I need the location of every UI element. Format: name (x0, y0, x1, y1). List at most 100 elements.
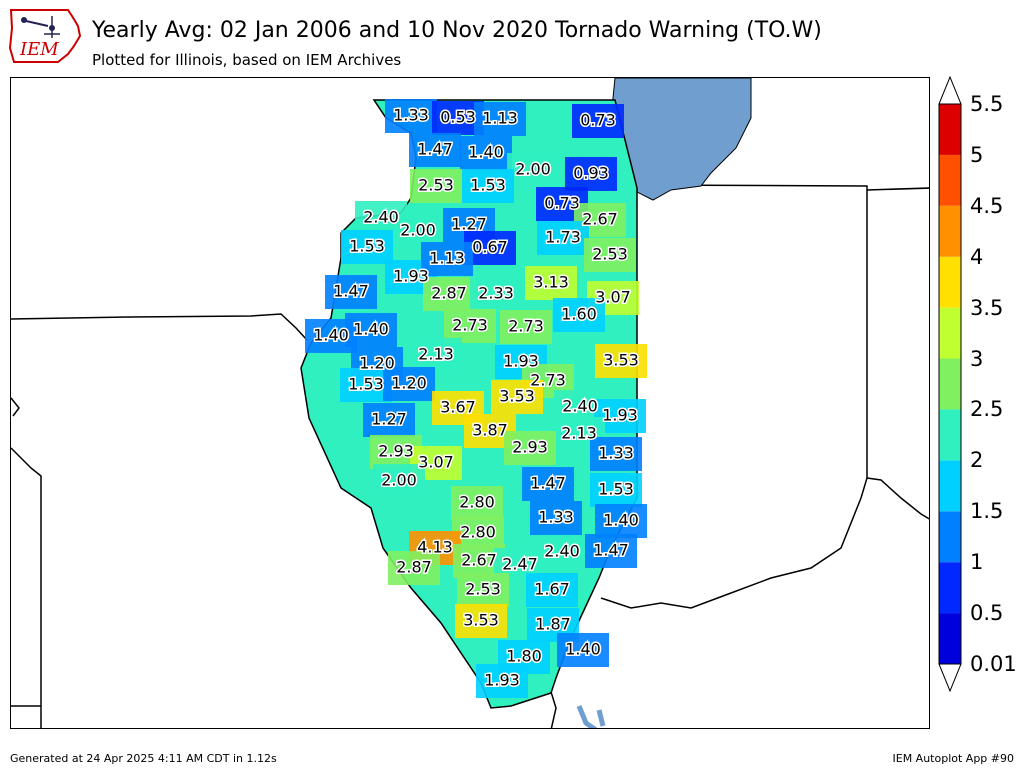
colorbar-band (939, 256, 961, 308)
county-fill (507, 153, 559, 187)
colorbar-tick-label: 2 (970, 448, 984, 473)
county-value-label: 2.93 (378, 442, 414, 461)
county-fill (421, 242, 473, 276)
county-fill (526, 573, 578, 607)
county-fill (455, 604, 507, 638)
county-value-label: 0.73 (544, 194, 580, 213)
county-fills (305, 99, 647, 698)
county-value-label: 0.93 (573, 164, 609, 183)
colorbar-band (939, 460, 961, 512)
county-fill (522, 467, 574, 501)
colorbar-tick-label: 3 (970, 346, 984, 371)
county-value-label: 2.00 (400, 221, 436, 240)
colorbar-tick-label: 5.5 (970, 92, 1004, 116)
colorbar-band (939, 358, 961, 410)
colorbar-band (939, 613, 961, 664)
county-fill (410, 338, 462, 372)
county-value-label: 1.33 (393, 106, 429, 125)
county-value-label: 1.60 (561, 305, 597, 324)
county-value-label: 1.20 (391, 374, 427, 393)
county-value-label: 1.40 (468, 143, 504, 162)
state-boundaries (11, 184, 929, 728)
colorbar-tick-label: 2.5 (970, 397, 1004, 422)
county-fill (460, 136, 512, 170)
county-fill (491, 380, 543, 414)
county-value-label: 2.73 (508, 317, 544, 336)
county-value-label: 1.47 (530, 474, 566, 493)
county-fill (409, 133, 461, 167)
county-value-label: 1.47 (417, 140, 453, 159)
county-value-label: 1.80 (506, 647, 542, 666)
county-fill (504, 431, 556, 465)
county-value-label: 2.33 (478, 284, 514, 303)
county-fill (530, 501, 582, 535)
county-fill (525, 266, 577, 300)
colorbar-band (939, 205, 961, 257)
county-value-label: 2.87 (431, 284, 467, 303)
county-value-label: 2.80 (459, 493, 495, 512)
county-fill (590, 437, 642, 471)
river-feature (576, 705, 606, 728)
county-value-label: 0.67 (472, 238, 508, 257)
app-credit: IEM Autoplot App #90 (892, 752, 1015, 765)
county-fill (590, 473, 642, 507)
county-value-label: 2.67 (461, 551, 497, 570)
county-value-label: 2.67 (582, 210, 618, 229)
county-fill (565, 157, 617, 191)
colorbar-tick-label: 1 (970, 550, 984, 575)
county-value-label: 3.07 (595, 288, 631, 307)
page-subtitle: Plotted for Illinois, based on IEM Archi… (92, 51, 402, 69)
county-value-label: 1.47 (593, 541, 629, 560)
county-value-label: 1.40 (565, 640, 601, 659)
county-fill (500, 310, 552, 344)
colorbar-band (939, 562, 961, 614)
county-fill (476, 664, 528, 698)
map-panel: 1.33 0.53 1.13 0.73 1.47 1.40 2.00 0.93 2.53 1.53… (10, 77, 930, 729)
colorbar-band (939, 409, 961, 461)
county-value-label: 3.87 (472, 421, 508, 440)
colorbar-tick-label: 5 (970, 142, 984, 167)
county-value-label: 1.67 (534, 580, 570, 599)
county-value-label: 1.47 (333, 282, 369, 301)
county-value-labels: 1.33 0.53 1.13 0.73 1.47 1.40 2.00 0.93 2.53 1.53… (312, 104, 641, 691)
county-value-label: 3.13 (533, 273, 569, 292)
colorbar-band (939, 511, 961, 563)
county-value-label: 2.53 (592, 245, 628, 264)
colorbar-tick-label: 0.5 (970, 601, 1004, 626)
county-fill (537, 221, 589, 255)
county-fill (462, 169, 514, 203)
logo-text: IEM (19, 39, 59, 60)
generated-timestamp: Generated at 24 Apr 2025 4:11 AM CDT in … (10, 752, 277, 765)
county-fill (410, 169, 462, 203)
county-value-label: 1.33 (538, 508, 574, 527)
county-value-label: 1.27 (371, 410, 407, 429)
county-value-label: 2.40 (544, 542, 580, 561)
county-value-label: 3.07 (418, 453, 454, 472)
county-value-label: 1.40 (353, 320, 389, 339)
county-value-label: 2.13 (418, 345, 454, 364)
county-value-label: 1.53 (349, 237, 385, 256)
county-value-label: 2.00 (381, 471, 417, 490)
colorbar (938, 75, 962, 693)
county-value-label: 1.93 (484, 671, 520, 690)
county-value-label: 2.40 (562, 397, 598, 416)
county-fill (553, 298, 605, 332)
county-value-label: 2.00 (515, 160, 551, 179)
county-fill (470, 277, 522, 311)
county-fill (585, 534, 637, 568)
county-value-label: 2.80 (460, 523, 496, 542)
colorbar-band (939, 307, 961, 359)
county-value-label: 1.93 (602, 406, 638, 425)
county-value-label: 2.87 (396, 558, 432, 577)
county-fill (388, 551, 440, 585)
county-value-label: 1.20 (359, 354, 395, 373)
county-value-label: 1.53 (348, 375, 384, 394)
colorbar-extend-max (938, 75, 962, 105)
county-fill (595, 344, 647, 378)
county-value-label: 1.40 (603, 511, 639, 530)
county-fill (345, 313, 397, 347)
county-value-label: 2.40 (363, 208, 399, 227)
county-fill (451, 486, 503, 520)
county-value-label: 4.13 (417, 538, 453, 557)
county-value-label: 1.13 (429, 249, 465, 268)
